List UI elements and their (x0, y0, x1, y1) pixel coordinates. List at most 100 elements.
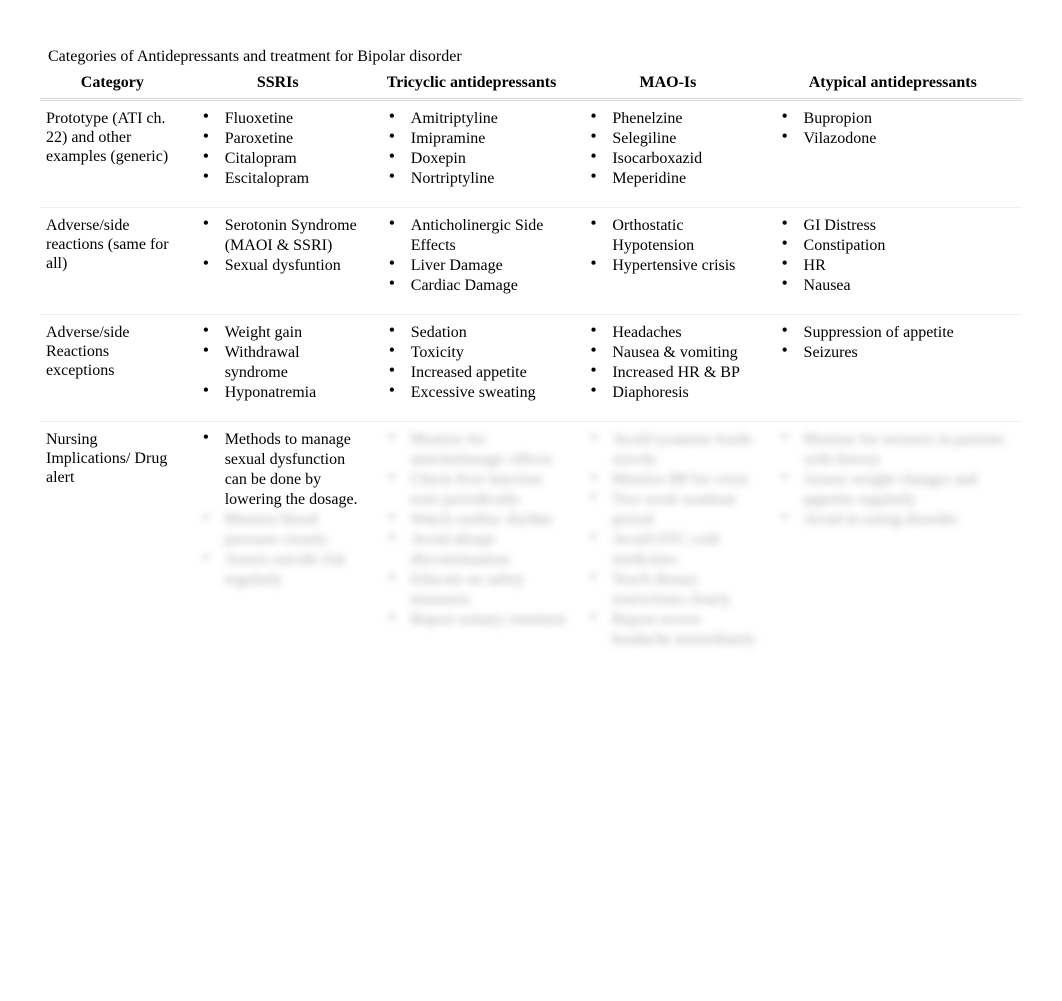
list-item-text: Increased appetite (411, 364, 527, 381)
list-item-text: Monitor BP for crisis (612, 471, 748, 488)
col-header-category: Category (40, 70, 185, 100)
bullet-icon: • (590, 147, 596, 165)
list-item: •Amitriptyline (411, 109, 567, 129)
bullet-icon: • (203, 508, 209, 526)
list-item: •Imipramine (411, 129, 567, 149)
list-item: •Report urinary retention (411, 610, 567, 630)
bullet-icon: • (389, 528, 395, 546)
table-cell: •Amitriptyline•Imipramine•Doxepin•Nortri… (371, 100, 573, 208)
list-item-text: Paroxetine (225, 130, 293, 147)
bullet-list: •Phenelzine•Selegiline•Isocarboxazid•Mep… (578, 109, 757, 189)
list-item-text: Fluoxetine (225, 110, 293, 127)
table-cell: •Monitor for anticholinergic effects•Che… (371, 422, 573, 669)
col-header-maois: MAO-Is (572, 70, 763, 100)
bullet-icon: • (203, 254, 209, 272)
list-item-text: Educate on safety measures (411, 571, 525, 608)
list-item: •Nausea (804, 276, 1016, 296)
bullet-icon: • (782, 234, 788, 252)
bullet-icon: • (389, 127, 395, 145)
list-item: •Methods to manage sexual dysfunction ca… (225, 430, 365, 510)
list-item: •Isocarboxazid (612, 149, 757, 169)
bullet-icon: • (389, 254, 395, 272)
bullet-icon: • (590, 381, 596, 399)
bullet-list: • Methods to manage sexual dysfunction ca… (191, 430, 365, 590)
list-item-text: Sedation (411, 324, 467, 341)
bullet-icon: • (590, 528, 596, 546)
list-item-text: Monitor for seizures in patients with hi… (804, 431, 1005, 468)
row-head: Adverse/side reactions (same for all) (40, 208, 185, 315)
bullet-icon: • (782, 254, 788, 272)
list-item: •Hypertensive crisis (612, 256, 757, 276)
table-cell: •Serotonin Syndrome (MAOI & SSRI)•Sexual… (185, 208, 371, 315)
bullet-icon: • (782, 508, 788, 526)
bullet-icon: • (203, 107, 209, 125)
bullet-list: • Headaches • Nausea & vomiting • Increased H… (578, 323, 757, 403)
list-item: •Monitor blood pressure closely (225, 510, 365, 550)
list-item-text: Vilazodone (804, 130, 877, 147)
list-item-text: Citalopram (225, 150, 297, 167)
list-item: •Orthostatic Hypotension (612, 216, 757, 256)
table-row: Prototype (ATI ch. 22) and other example… (40, 100, 1022, 208)
bullet-icon: • (389, 274, 395, 292)
bullet-icon: • (590, 127, 596, 145)
list-item: •Doxepin (411, 149, 567, 169)
bullet-icon: • (203, 548, 209, 566)
bullet-icon: • (590, 608, 596, 626)
bullet-icon: • (782, 127, 788, 145)
list-item: •Constipation (804, 236, 1016, 256)
table-cell: • Headaches • Nausea & vomiting • Increased H… (572, 315, 763, 422)
list-item: •Avoid tyramine foods strictly (612, 430, 757, 470)
table-header-row: Category SSRIs Tricyclic antidepressants… (40, 70, 1022, 100)
bullet-list: •Fluoxetine•Paroxetine•Citalopram•Escita… (191, 109, 365, 189)
list-item: •Meperidine (612, 169, 757, 189)
bullet-icon: • (590, 321, 596, 339)
bullet-icon: • (590, 341, 596, 359)
list-item: •Cardiac Damage (411, 276, 567, 296)
list-item: •Assess weight changes and appetite regu… (804, 470, 1016, 510)
bullet-icon: • (590, 214, 596, 232)
bullet-icon: • (203, 341, 209, 359)
list-item-text: Headaches (612, 324, 681, 341)
list-item: •Weight gain (225, 323, 365, 343)
bullet-icon: • (389, 508, 395, 526)
bullet-list: •Weight gain • Withdrawal syndrome • Hyponat… (191, 323, 365, 403)
list-item-text: Assess weight changes and appetite regul… (804, 471, 978, 508)
table-cell: •Sedation•Toxicity•Increased appetite•Ex… (371, 315, 573, 422)
bullet-list: • Bupropion • Vilazodone (770, 109, 1016, 149)
list-item-text: Increased HR & BP (612, 364, 740, 381)
table-row: Adverse/side reactions (same for all)•Se… (40, 208, 1022, 315)
list-item-text: Escitalopram (225, 170, 309, 187)
list-item-text: Nausea & vomiting (612, 344, 737, 361)
list-item-text: Avoid abrupt discontinuation (411, 531, 510, 568)
bullet-list: •Orthostatic Hypotension•Hypertensive cr… (578, 216, 757, 276)
table-cell: •Suppression of appetite•Seizures (764, 315, 1022, 422)
bullet-list: •Anticholinergic Side Effects•Liver Dama… (377, 216, 567, 296)
list-item-text: Sexual dysfuntion (225, 257, 341, 274)
list-item-text: Two week washout period (612, 491, 735, 528)
table-row: Nursing Implications/ Drug alert•Methods… (40, 422, 1022, 669)
list-item-text: Doxepin (411, 150, 466, 167)
list-item-text: Constipation (804, 237, 886, 254)
bullet-icon: • (203, 321, 209, 339)
list-item-text: Methods to manage sexual dysfunction can… (225, 431, 358, 508)
bullet-icon: • (389, 468, 395, 486)
bullet-list: •Amitriptyline•Imipramine•Doxepin•Nortri… (377, 109, 567, 189)
table-cell: •Anticholinergic Side Effects•Liver Dama… (371, 208, 573, 315)
list-item-text: Hyponatremia (225, 384, 317, 401)
table-row: Adverse/side Reactions exceptions•Weight… (40, 315, 1022, 422)
list-item: •Educate on safety measures (411, 570, 567, 610)
list-item: •Seizures (804, 343, 1016, 363)
bullet-icon: • (782, 107, 788, 125)
table-cell: • Bupropion • Vilazodone (764, 100, 1022, 208)
bullet-icon: • (590, 167, 596, 185)
list-item-text: Teach dietary restrictions clearly (612, 571, 731, 608)
list-item-text: Isocarboxazid (612, 150, 702, 167)
bullet-icon: • (203, 428, 209, 446)
list-item: •Avoid OTC cold medicines (612, 530, 757, 570)
list-item-text: Bupropion (804, 110, 872, 127)
list-item: •Sexual dysfuntion (225, 256, 365, 276)
col-header-atypical: Atypical antidepressants (764, 70, 1022, 100)
bullet-icon: • (389, 214, 395, 232)
list-item-text: Withdrawal syndrome (225, 344, 300, 381)
list-item: •Avoid abrupt discontinuation (411, 530, 567, 570)
